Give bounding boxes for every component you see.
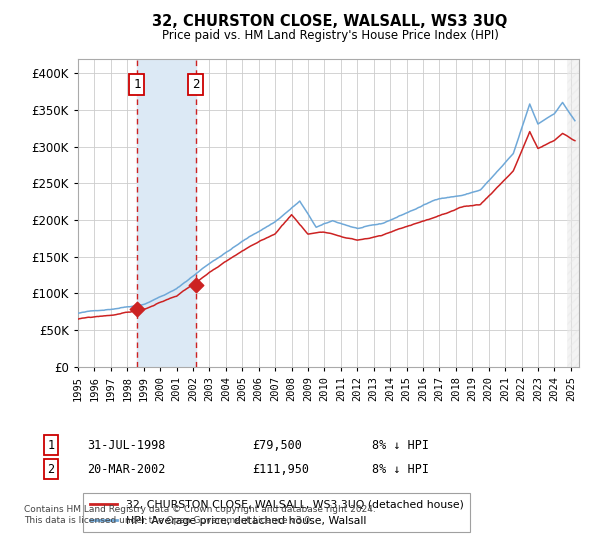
Text: £79,500: £79,500 (252, 438, 302, 452)
Bar (566, 59, 579, 367)
Bar (137, 59, 196, 367)
Text: 2: 2 (192, 78, 199, 91)
Text: Price paid vs. HM Land Registry's House Price Index (HPI): Price paid vs. HM Land Registry's House … (161, 29, 499, 42)
Text: 8% ↓ HPI: 8% ↓ HPI (372, 438, 429, 452)
Text: 1: 1 (47, 438, 55, 452)
Point (132, 304, 142, 313)
Text: 32, CHURSTON CLOSE, WALSALL, WS3 3UQ: 32, CHURSTON CLOSE, WALSALL, WS3 3UQ (152, 14, 508, 29)
Text: 31-JUL-1998: 31-JUL-1998 (87, 438, 166, 452)
Legend: 32, CHURSTON CLOSE, WALSALL, WS3 3UQ (detached house), HPI: Average price, detac: 32, CHURSTON CLOSE, WALSALL, WS3 3UQ (de… (83, 493, 470, 533)
Point (191, 280, 200, 289)
Text: Contains HM Land Registry data © Crown copyright and database right 2024.
This d: Contains HM Land Registry data © Crown c… (24, 505, 376, 525)
Text: 20-MAR-2002: 20-MAR-2002 (87, 463, 166, 476)
Text: 1: 1 (133, 78, 140, 91)
Text: 2: 2 (47, 463, 55, 476)
Text: 8% ↓ HPI: 8% ↓ HPI (372, 463, 429, 476)
Text: £111,950: £111,950 (252, 463, 309, 476)
